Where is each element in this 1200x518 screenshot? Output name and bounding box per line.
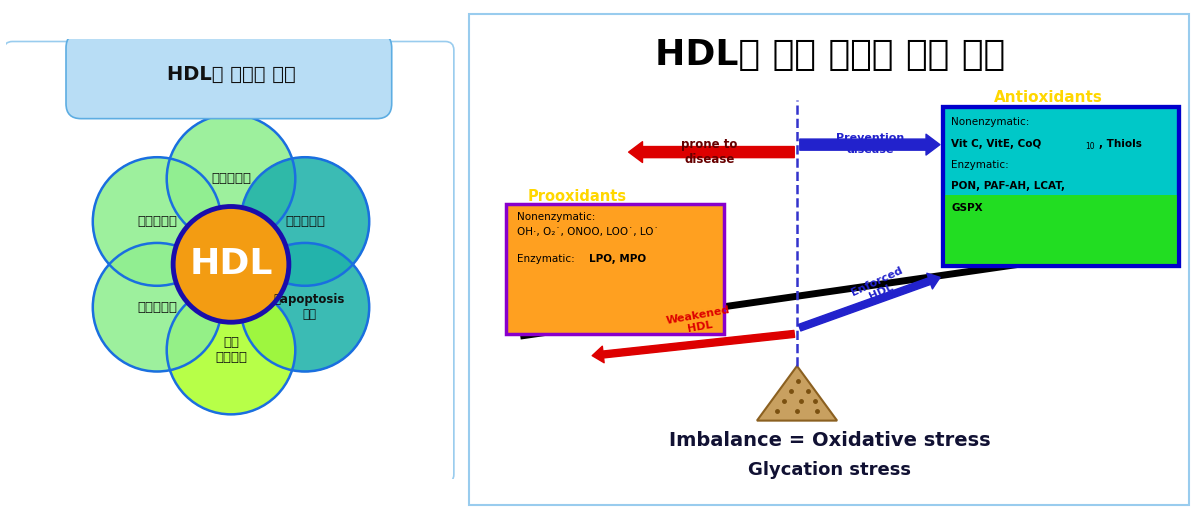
Text: Prevention
disease: Prevention disease <box>835 133 904 155</box>
Text: HDL: HDL <box>190 248 272 281</box>
Polygon shape <box>757 366 838 421</box>
Text: Nonenzymatic:: Nonenzymatic: <box>952 117 1030 127</box>
Circle shape <box>241 243 370 371</box>
Text: 혈관
확장효과: 혈관 확장효과 <box>215 336 247 364</box>
FancyArrowPatch shape <box>800 134 940 155</box>
Text: , Thiols: , Thiols <box>1099 139 1142 149</box>
Text: 10: 10 <box>1085 142 1094 151</box>
Text: 항산화효과: 항산화효과 <box>284 215 325 228</box>
Text: HDL의 유익한 효과: HDL의 유익한 효과 <box>167 65 295 84</box>
Text: Enzymatic:: Enzymatic: <box>516 254 577 264</box>
Text: Glycation stress: Glycation stress <box>749 462 911 479</box>
Text: 항염증효과: 항염증효과 <box>211 172 251 185</box>
Text: Vit C, VitE, CoQ: Vit C, VitE, CoQ <box>952 139 1042 149</box>
Circle shape <box>167 114 295 243</box>
Text: Enforced
HDL: Enforced HDL <box>850 265 910 308</box>
Text: Imbalance = Oxidative stress: Imbalance = Oxidative stress <box>668 431 991 450</box>
Circle shape <box>92 157 221 286</box>
Text: 항혈전효과: 항혈전효과 <box>137 301 178 314</box>
Circle shape <box>241 157 370 286</box>
Text: Nonenzymatic:: Nonenzymatic: <box>516 212 595 222</box>
FancyArrowPatch shape <box>629 141 794 163</box>
Text: Enzymatic:: Enzymatic: <box>952 160 1009 170</box>
Text: Antioxidants: Antioxidants <box>994 90 1103 105</box>
Text: prone to
disease: prone to disease <box>682 138 738 166</box>
FancyBboxPatch shape <box>66 33 391 119</box>
FancyBboxPatch shape <box>469 14 1189 505</box>
FancyArrowPatch shape <box>798 274 940 331</box>
Text: PON, PAF-AH, LCAT,: PON, PAF-AH, LCAT, <box>952 181 1066 191</box>
Text: Prooxidants: Prooxidants <box>528 190 626 204</box>
Circle shape <box>167 286 295 414</box>
Text: 항감염효과: 항감염효과 <box>137 215 178 228</box>
Text: HDL의 품질 유지가 매우 중요: HDL의 품질 유지가 매우 중요 <box>655 38 1004 72</box>
Circle shape <box>92 243 221 371</box>
Text: GSPX: GSPX <box>952 203 983 213</box>
FancyBboxPatch shape <box>943 195 1180 266</box>
Text: OH·, O₂˙, ONOO, LOO˙, LO˙: OH·, O₂˙, ONOO, LOO˙, LO˙ <box>516 227 659 237</box>
FancyBboxPatch shape <box>4 41 454 483</box>
FancyBboxPatch shape <box>943 107 1180 266</box>
FancyBboxPatch shape <box>505 204 724 334</box>
Text: Weakened
HDL: Weakened HDL <box>665 305 732 337</box>
Circle shape <box>173 207 289 322</box>
Text: LPO, MPO: LPO, MPO <box>589 254 647 264</box>
FancyArrowPatch shape <box>592 330 794 363</box>
Text: 항apoptosis
효과: 항apoptosis 효과 <box>274 293 344 321</box>
